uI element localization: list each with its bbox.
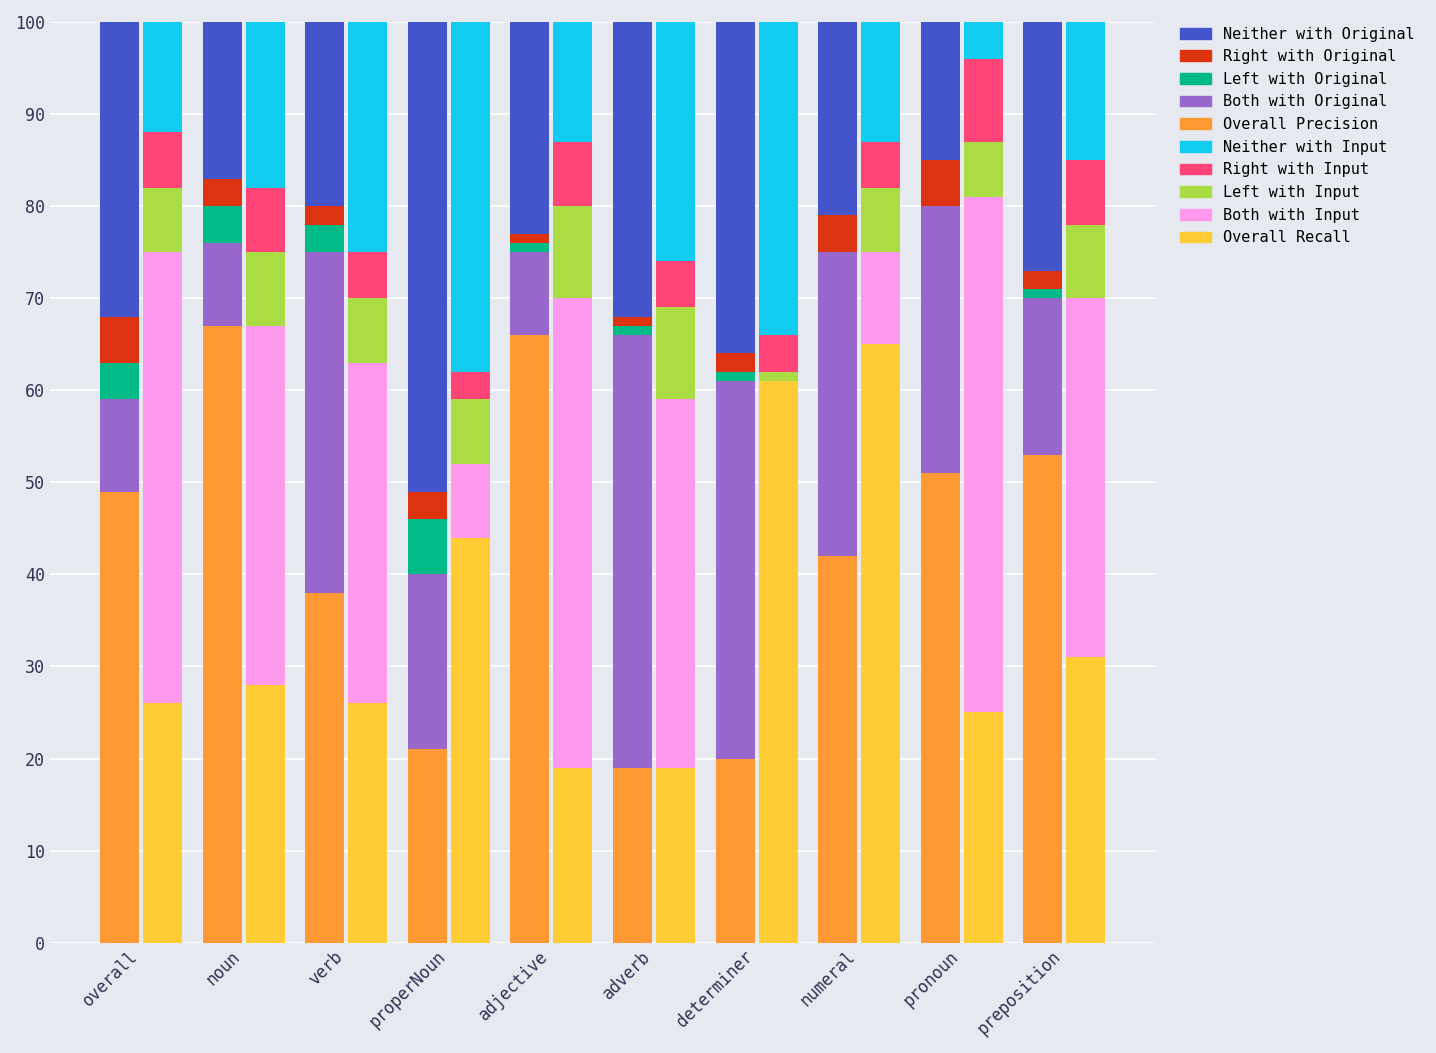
Bar — [715, 758, 754, 942]
Bar — [451, 464, 490, 537]
Bar — [246, 22, 284, 187]
Bar — [349, 252, 388, 298]
Bar — [144, 133, 182, 187]
Bar — [202, 22, 241, 179]
Bar — [613, 768, 652, 942]
Bar — [408, 22, 447, 492]
Bar — [144, 252, 182, 703]
Bar — [451, 537, 490, 942]
Bar — [964, 197, 1002, 713]
Bar — [1067, 22, 1106, 160]
Bar — [613, 317, 652, 325]
Bar — [144, 22, 182, 133]
Bar — [715, 381, 754, 758]
Bar — [408, 519, 447, 574]
Bar — [101, 399, 139, 492]
Bar — [202, 206, 241, 243]
Bar — [144, 703, 182, 942]
Bar — [1024, 271, 1063, 289]
Bar — [964, 22, 1002, 59]
Bar — [246, 252, 284, 325]
Bar — [819, 22, 857, 215]
Bar — [862, 187, 900, 252]
Bar — [656, 22, 695, 261]
Bar — [306, 252, 345, 593]
Bar — [246, 325, 284, 684]
Bar — [101, 22, 139, 317]
Bar — [1067, 160, 1106, 224]
Bar — [862, 142, 900, 187]
Bar — [510, 22, 550, 234]
Bar — [964, 142, 1002, 197]
Bar — [553, 142, 593, 206]
Bar — [306, 593, 345, 942]
Bar — [819, 252, 857, 556]
Bar — [613, 22, 652, 317]
Bar — [656, 399, 695, 768]
Bar — [408, 492, 447, 519]
Bar — [656, 261, 695, 307]
Bar — [451, 372, 490, 399]
Legend: Neither with Original, Right with Original, Left with Original, Both with Origin: Neither with Original, Right with Origin… — [1175, 20, 1422, 252]
Bar — [819, 215, 857, 252]
Bar — [451, 399, 490, 464]
Bar — [202, 325, 241, 942]
Bar — [553, 298, 593, 768]
Bar — [1067, 224, 1106, 298]
Bar — [101, 362, 139, 399]
Bar — [306, 206, 345, 224]
Bar — [920, 22, 959, 160]
Bar — [656, 307, 695, 399]
Bar — [510, 243, 550, 252]
Bar — [964, 59, 1002, 142]
Bar — [920, 473, 959, 942]
Bar — [144, 187, 182, 252]
Bar — [246, 187, 284, 252]
Bar — [758, 372, 797, 381]
Bar — [408, 574, 447, 750]
Bar — [202, 179, 241, 206]
Bar — [349, 362, 388, 703]
Bar — [202, 243, 241, 325]
Bar — [819, 556, 857, 942]
Bar — [613, 325, 652, 335]
Bar — [862, 252, 900, 344]
Bar — [1024, 455, 1063, 942]
Bar — [306, 22, 345, 206]
Bar — [553, 768, 593, 942]
Bar — [510, 234, 550, 243]
Bar — [964, 713, 1002, 942]
Bar — [1024, 289, 1063, 298]
Bar — [306, 224, 345, 252]
Bar — [862, 344, 900, 942]
Bar — [715, 372, 754, 381]
Bar — [1024, 298, 1063, 455]
Bar — [613, 335, 652, 768]
Bar — [349, 22, 388, 252]
Bar — [715, 354, 754, 372]
Bar — [246, 684, 284, 942]
Bar — [101, 492, 139, 942]
Bar — [349, 703, 388, 942]
Bar — [1067, 298, 1106, 657]
Bar — [1024, 22, 1063, 271]
Bar — [1067, 657, 1106, 942]
Bar — [920, 160, 959, 206]
Bar — [920, 206, 959, 473]
Bar — [349, 298, 388, 362]
Bar — [758, 22, 797, 335]
Bar — [510, 335, 550, 942]
Bar — [758, 335, 797, 372]
Bar — [656, 768, 695, 942]
Bar — [408, 750, 447, 942]
Bar — [758, 381, 797, 942]
Bar — [862, 22, 900, 142]
Bar — [715, 22, 754, 354]
Bar — [553, 22, 593, 142]
Bar — [101, 317, 139, 362]
Bar — [451, 22, 490, 372]
Bar — [510, 252, 550, 335]
Bar — [553, 206, 593, 298]
